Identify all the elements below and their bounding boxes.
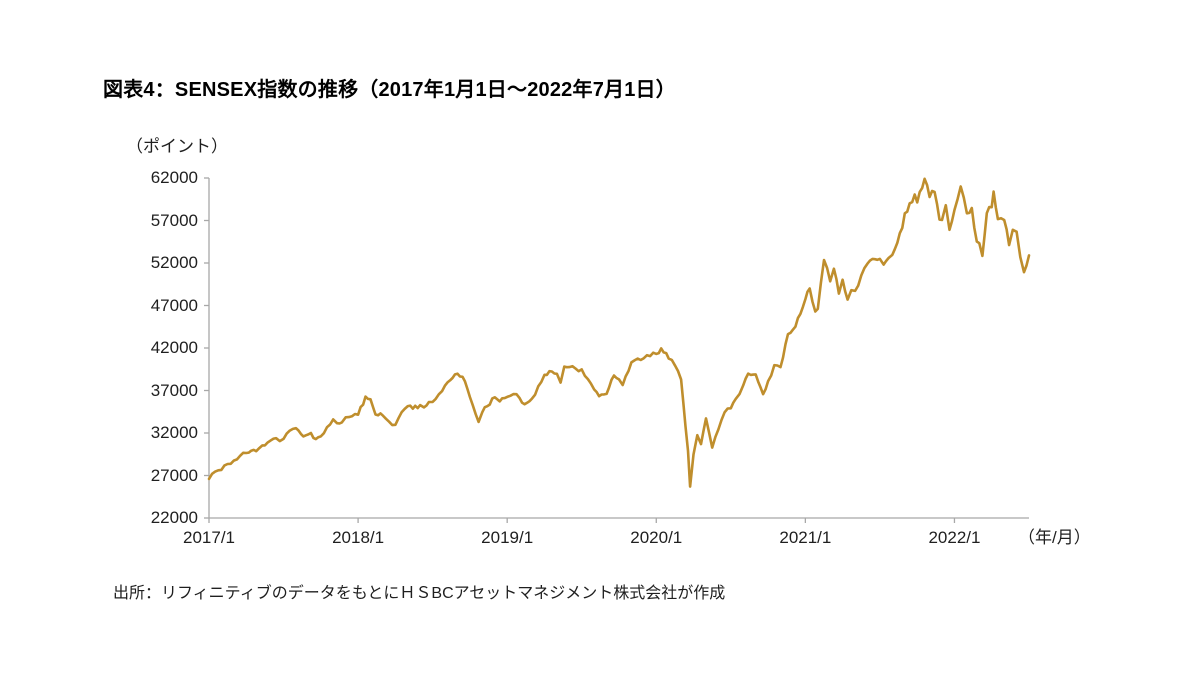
x-tick-label: 2022/1 — [928, 528, 981, 547]
figure-title: 図表4：SENSEX指数の推移（2017年1月1日～2022年7月1日） — [103, 79, 676, 101]
y-tick-label: 22000 — [150, 508, 198, 527]
source-note: 出所：リフィニティブのデータをもとにＨＳBCアセットマネジメント株式会社が作成 — [113, 585, 726, 602]
y-tick-label: 47000 — [150, 295, 198, 315]
y-tick-label: 27000 — [150, 465, 198, 485]
x-tick-label: 2017/1 — [183, 528, 235, 547]
x-axis-unit-label: （年/月） — [1018, 528, 1091, 547]
x-tick-label: 2019/1 — [481, 528, 534, 547]
y-tick-label: 32000 — [150, 423, 198, 442]
y-tick-label: 62000 — [150, 168, 198, 187]
y-tick-label: 37000 — [150, 380, 198, 400]
x-tick-label: 2018/1 — [332, 528, 385, 547]
y-axis-unit-label: （ポイント） — [126, 137, 228, 156]
x-tick-label: 2021/1 — [779, 528, 832, 547]
y-tick-label: 42000 — [150, 338, 198, 357]
y-tick-label: 52000 — [150, 253, 198, 272]
y-tick-label: 57000 — [150, 210, 198, 230]
x-tick-label: 2020/1 — [630, 528, 683, 547]
axes — [204, 177, 1029, 523]
sensex-series-line — [207, 177, 1031, 488]
